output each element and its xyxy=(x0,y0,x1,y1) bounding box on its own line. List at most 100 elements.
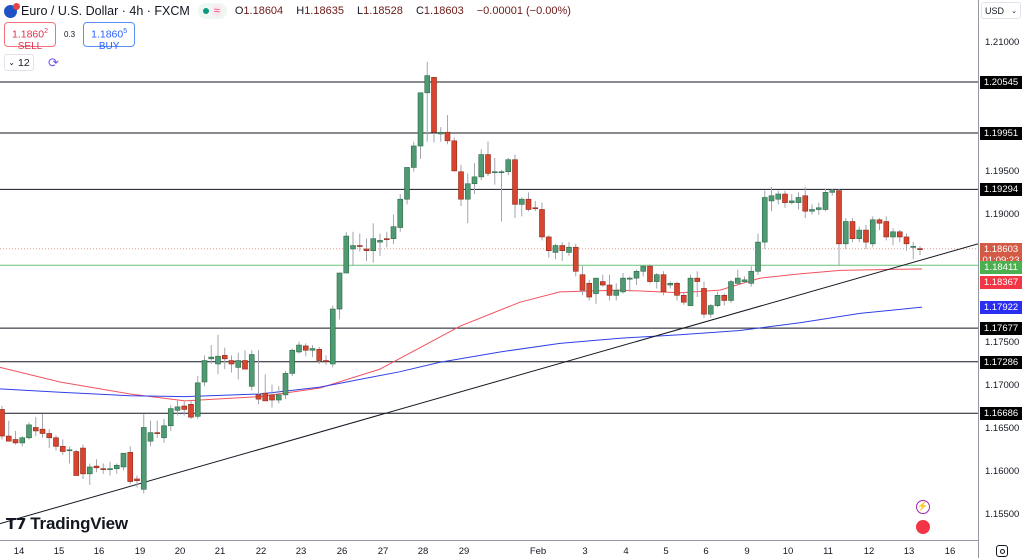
candle[interactable] xyxy=(26,424,32,439)
candle[interactable] xyxy=(323,360,329,362)
candle[interactable] xyxy=(626,277,633,280)
candle[interactable] xyxy=(147,432,154,442)
candle[interactable] xyxy=(498,171,505,174)
price-chart[interactable] xyxy=(0,0,978,540)
candle[interactable] xyxy=(275,394,282,401)
candle[interactable] xyxy=(829,190,836,193)
candle[interactable] xyxy=(302,345,309,351)
candle[interactable] xyxy=(896,231,903,238)
ma-fast-line[interactable] xyxy=(0,268,923,402)
candle[interactable] xyxy=(424,75,431,94)
candle[interactable] xyxy=(849,221,856,239)
candle[interactable] xyxy=(356,245,363,247)
candle[interactable] xyxy=(869,219,876,245)
candle[interactable] xyxy=(782,193,788,203)
candle[interactable] xyxy=(5,435,12,442)
candle[interactable] xyxy=(539,209,545,238)
candle[interactable] xyxy=(458,171,464,200)
candle[interactable] xyxy=(518,198,525,205)
candle[interactable] xyxy=(714,295,721,306)
candle[interactable] xyxy=(161,425,167,439)
candle[interactable] xyxy=(194,382,201,417)
candle[interactable] xyxy=(593,277,599,294)
candle[interactable] xyxy=(586,282,593,298)
candle[interactable] xyxy=(491,171,498,174)
candle[interactable] xyxy=(113,464,120,469)
candle[interactable] xyxy=(390,226,397,239)
candle[interactable] xyxy=(680,295,687,303)
candle[interactable] xyxy=(863,229,869,243)
candle[interactable] xyxy=(39,428,46,434)
candle[interactable] xyxy=(579,274,586,291)
candle[interactable] xyxy=(262,392,269,402)
ma-slow-line[interactable] xyxy=(0,306,923,398)
candle[interactable] xyxy=(181,405,188,410)
candle[interactable] xyxy=(289,349,296,374)
candle[interactable] xyxy=(363,248,370,251)
candle[interactable] xyxy=(822,192,829,210)
candle[interactable] xyxy=(842,221,849,245)
candle[interactable] xyxy=(647,265,653,282)
candle[interactable] xyxy=(53,437,59,447)
candle[interactable] xyxy=(775,193,782,200)
candle[interactable] xyxy=(120,452,127,468)
candle[interactable] xyxy=(903,236,910,245)
candle[interactable] xyxy=(431,77,437,133)
candle[interactable] xyxy=(606,284,613,296)
candle[interactable] xyxy=(154,432,161,434)
candle[interactable] xyxy=(788,200,795,203)
candle[interactable] xyxy=(795,197,802,203)
candle[interactable] xyxy=(451,140,458,172)
candle[interactable] xyxy=(66,449,73,452)
candle[interactable] xyxy=(336,272,343,310)
sell-button[interactable]: 1.18602 SELL xyxy=(4,22,56,52)
candle[interactable] xyxy=(316,349,323,361)
candle[interactable] xyxy=(0,409,5,437)
candle[interactable] xyxy=(377,240,383,243)
candle[interactable] xyxy=(485,154,491,174)
candle[interactable] xyxy=(566,246,572,253)
candle[interactable] xyxy=(545,236,552,251)
candle[interactable] xyxy=(883,221,890,238)
candle[interactable] xyxy=(167,408,174,427)
candle[interactable] xyxy=(599,281,606,286)
candle[interactable] xyxy=(134,478,140,481)
candle[interactable] xyxy=(46,433,53,439)
candle[interactable] xyxy=(370,238,377,251)
candle[interactable] xyxy=(633,270,640,279)
candle[interactable] xyxy=(505,159,512,173)
candle[interactable] xyxy=(748,270,755,284)
candle[interactable] xyxy=(694,277,701,282)
candle[interactable] xyxy=(86,466,93,475)
candle[interactable] xyxy=(444,131,451,142)
candle[interactable] xyxy=(768,195,775,202)
currency-selector[interactable]: USD ⌄ xyxy=(981,2,1021,19)
candle[interactable] xyxy=(640,265,647,272)
candle[interactable] xyxy=(269,394,275,401)
candle[interactable] xyxy=(80,447,86,475)
candle[interactable] xyxy=(100,468,107,470)
candle[interactable] xyxy=(572,246,579,272)
candle[interactable] xyxy=(728,281,734,301)
candle[interactable] xyxy=(188,404,194,418)
candle[interactable] xyxy=(687,277,694,306)
candle[interactable] xyxy=(464,183,471,200)
chart-settings-icon[interactable] xyxy=(996,545,1008,557)
candle[interactable] xyxy=(410,145,417,168)
candle[interactable] xyxy=(734,277,741,284)
candle[interactable] xyxy=(755,241,761,272)
trendline[interactable] xyxy=(0,243,978,525)
candle[interactable] xyxy=(620,277,626,293)
candle[interactable] xyxy=(512,159,518,205)
lots-dropdown[interactable]: ⌄ 12 xyxy=(4,54,34,71)
candle[interactable] xyxy=(890,231,896,238)
sync-icon[interactable]: ⟳ xyxy=(48,55,59,70)
candle[interactable] xyxy=(809,209,815,212)
candle[interactable] xyxy=(532,207,539,210)
time-axis[interactable] xyxy=(0,540,978,559)
candle[interactable] xyxy=(876,219,883,224)
candle[interactable] xyxy=(296,344,302,353)
candle[interactable] xyxy=(59,446,66,452)
candle[interactable] xyxy=(93,465,100,469)
candle[interactable] xyxy=(397,198,404,228)
